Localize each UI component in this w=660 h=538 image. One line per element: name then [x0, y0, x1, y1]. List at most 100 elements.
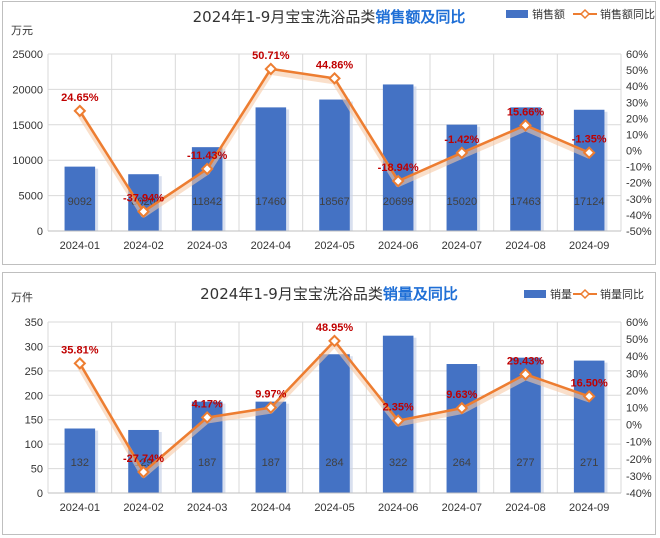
line-marker [328, 334, 341, 348]
line-value-label: 48.95% [316, 322, 354, 334]
y2-tick-label: -30% [626, 194, 652, 206]
x-tick-label: 2024-02 [123, 502, 163, 514]
bar-value-label: 277 [516, 457, 534, 469]
x-tick-label: 2024-01 [60, 502, 100, 514]
line-value-label: 2.35% [383, 402, 414, 414]
y-tick-label: 50 [31, 464, 43, 476]
x-tick-label: 2024-08 [505, 502, 545, 514]
bar-value-label: 187 [198, 457, 216, 469]
y2-tick-label: -40% [626, 210, 652, 222]
line-marker [200, 411, 214, 424]
y2-tick-label: -10% [626, 162, 652, 174]
line-marker [137, 465, 150, 479]
bar-value-label: 17460 [256, 196, 287, 208]
line-value-label: 35.81% [61, 344, 99, 356]
y-tick-label: 5000 [19, 191, 43, 203]
line-marker [582, 389, 596, 403]
y2-tick-label: -50% [626, 226, 652, 238]
line-value-label: 50.71% [252, 50, 290, 62]
bar-value-label: 9092 [68, 196, 92, 208]
line-marker [328, 71, 341, 85]
bar-value-label: 264 [453, 457, 471, 469]
y2-tick-label: 60% [626, 49, 648, 61]
line-marker [582, 146, 596, 160]
sales-volume-chart: 2024年1-9月宝宝洗浴品类销量及同比 万件 销量 销量同比 0 50 100 15… [11, 285, 652, 514]
line-value-label: 24.65% [61, 92, 99, 104]
x-tick-label: 2024-01 [60, 240, 100, 252]
line-value-label: 9.97% [255, 389, 286, 401]
line-marker [73, 356, 87, 370]
legend-swatch-bar [506, 10, 528, 18]
sales-amount-chart-panel: 2024年1-9月宝宝洗浴品类销售额及同比 万元 销售额 销售额同比 0 5000… [2, 1, 656, 265]
line-marker [455, 146, 469, 160]
legend: 销售额 销售额同比 [506, 7, 655, 21]
x-tick-label: 2024-03 [187, 240, 227, 252]
line-marker [137, 205, 150, 219]
y2-tick-label: 10% [626, 403, 648, 415]
bar-value-label: 187 [262, 457, 280, 469]
legend-label-bar: 销量 [550, 287, 572, 301]
line-marker [391, 174, 405, 188]
legend-swatch-bar [524, 290, 546, 298]
x-tick-label: 2024-09 [569, 240, 609, 252]
chart-title: 2024年1-9月宝宝洗浴品类销售额及同比 [193, 8, 466, 26]
y2-tick-label: -20% [626, 454, 652, 466]
x-tick-label: 2024-08 [505, 240, 545, 252]
y-tick-label: 250 [25, 366, 43, 378]
bar [446, 364, 478, 493]
y-tick-label: 300 [25, 341, 43, 353]
x-tick-label: 2024-07 [442, 502, 482, 514]
line-marker [391, 414, 405, 427]
line-marker [519, 367, 532, 381]
y-axis-unit: 万元 [11, 24, 33, 37]
y2-tick-label: 40% [626, 81, 648, 93]
line-value-label: 4.17% [192, 398, 223, 410]
line-value-label: 44.86% [316, 59, 354, 71]
y-tick-label: 10000 [12, 155, 43, 167]
y2-tick-label: 10% [626, 129, 648, 141]
y-tick-label: 20000 [12, 84, 43, 96]
legend-marker [579, 8, 591, 20]
y-tick-label: 0 [37, 488, 43, 500]
line-value-label: -1.42% [444, 134, 479, 146]
x-tick-label: 2024-05 [314, 240, 354, 252]
x-tick-label: 2024-05 [314, 502, 354, 514]
y2-tick-label: 20% [626, 113, 648, 125]
line-value-label: 29.43% [507, 355, 545, 367]
y2-tick-label: 0% [626, 146, 642, 158]
bar-value-label: 322 [389, 457, 407, 469]
y2-tick-label: 50% [626, 334, 648, 346]
bar-value-label: 17124 [574, 196, 605, 208]
plot-area: 0 50 100 150 200 250 300 350 -40% -30% -20% -10% 0% 1… [25, 317, 652, 514]
legend-marker [579, 288, 591, 300]
bar-value-label: 271 [580, 457, 598, 469]
line-value-label: 9.63% [446, 389, 477, 401]
x-tick-label: 2024-07 [442, 240, 482, 252]
y-tick-label: 150 [25, 415, 43, 427]
y2-tick-label: 30% [626, 368, 648, 380]
y-axis-unit: 万件 [11, 291, 33, 304]
y2-tick-label: 0% [626, 420, 642, 432]
bar-value-label: 11842 [192, 196, 222, 208]
x-tick-label: 2024-03 [187, 502, 227, 514]
line-value-label: 15.66% [507, 106, 545, 118]
y2-tick-label: 40% [626, 351, 648, 363]
y2-tick-label: -10% [626, 437, 652, 449]
plot-area: 0 5000 10000 15000 20000 25000 -50% -40% -30% -20… [12, 49, 651, 252]
y2-tick-label: -30% [626, 471, 652, 483]
x-tick-label: 2024-06 [378, 502, 418, 514]
legend-label-line: 销售额同比 [600, 7, 655, 21]
bar-value-label: 132 [71, 457, 89, 469]
y-tick-label: 25000 [12, 49, 43, 61]
bar-value-label: 20699 [383, 196, 414, 208]
y2-tick-label: 20% [626, 385, 648, 397]
y2-tick-label: 50% [626, 65, 648, 77]
y-tick-label: 0 [37, 226, 43, 238]
legend-label-line: 销量同比 [600, 287, 644, 301]
line-value-label: -1.35% [572, 134, 607, 146]
line-marker [264, 401, 278, 414]
y2-tick-label: 60% [626, 317, 648, 329]
bar [255, 401, 287, 493]
bar [573, 109, 605, 231]
y2-tick-label: -40% [626, 488, 652, 500]
